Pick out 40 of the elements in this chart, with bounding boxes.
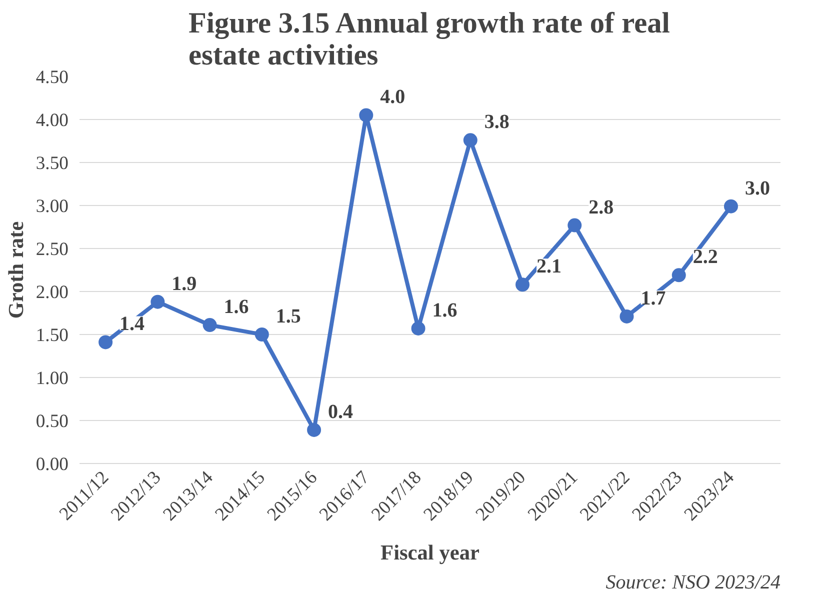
y-tick-label: 1.00 <box>36 368 69 389</box>
y-tick-label: 2.50 <box>36 239 69 260</box>
data-label: 1.9 <box>172 272 197 295</box>
chart-title: Figure 3.15 Annual growth rate of real estate activities <box>188 8 670 72</box>
y-axis-title: Groth rate <box>4 221 28 319</box>
y-tick-label: 3.00 <box>36 196 69 217</box>
source-note: Source: NSO 2023/24 <box>606 572 780 594</box>
data-label: 1.6 <box>224 296 249 318</box>
point <box>98 335 113 350</box>
point <box>359 108 374 122</box>
data-label: 1.6 <box>432 299 458 322</box>
point <box>568 218 582 232</box>
point <box>254 328 269 342</box>
y-tick-label: 2.00 <box>36 282 69 303</box>
y-tick-label: 4.50 <box>36 67 69 88</box>
point <box>307 422 322 437</box>
point <box>202 318 217 332</box>
point <box>463 133 478 148</box>
data-label: 1.5 <box>276 306 301 328</box>
data-label: 0.4 <box>328 400 354 423</box>
point <box>411 321 426 336</box>
y-tick-label: 3.50 <box>36 153 69 174</box>
data-label: 3.0 <box>744 177 770 200</box>
point <box>672 268 686 282</box>
data-label: 2.2 <box>692 246 718 268</box>
data-label: 2.1 <box>536 256 562 278</box>
data-label: 1.4 <box>120 313 145 336</box>
data-label: 4.0 <box>380 86 406 108</box>
point <box>620 309 634 324</box>
y-tick-label: 0.50 <box>36 411 69 432</box>
data-label: 2.8 <box>588 196 614 218</box>
data-label: 1.7 <box>640 287 666 310</box>
y-tick-label: 4.00 <box>36 110 69 131</box>
y-tick-label: 0.00 <box>36 454 69 475</box>
point <box>724 199 738 214</box>
data-label: 3.8 <box>484 111 510 134</box>
x-axis-title: Fiscal year <box>380 540 480 565</box>
y-tick-label: 1.50 <box>36 325 69 346</box>
point <box>150 294 165 309</box>
point <box>516 278 530 292</box>
